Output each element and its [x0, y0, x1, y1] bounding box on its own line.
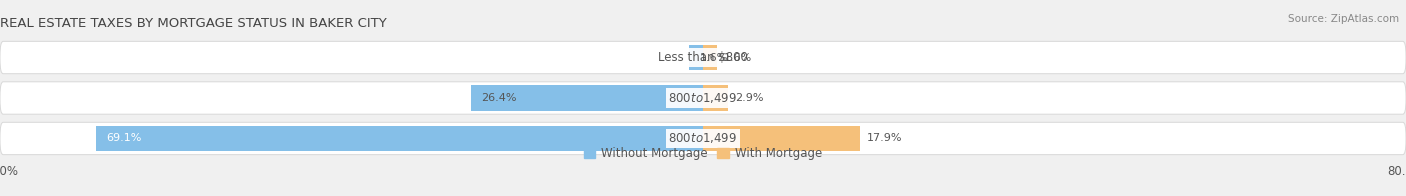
Bar — [703, 126, 860, 151]
Bar — [96, 126, 703, 151]
Text: 2.9%: 2.9% — [735, 93, 763, 103]
Bar — [689, 45, 703, 70]
Text: 69.1%: 69.1% — [107, 133, 142, 143]
FancyBboxPatch shape — [0, 122, 1406, 155]
Text: 17.9%: 17.9% — [868, 133, 903, 143]
FancyBboxPatch shape — [0, 41, 1406, 74]
Text: REAL ESTATE TAXES BY MORTGAGE STATUS IN BAKER CITY: REAL ESTATE TAXES BY MORTGAGE STATUS IN … — [0, 17, 387, 30]
Bar — [703, 85, 728, 111]
Text: Less than $800: Less than $800 — [658, 51, 748, 64]
FancyBboxPatch shape — [0, 82, 1406, 114]
Text: 26.4%: 26.4% — [481, 93, 517, 103]
Text: 1.6%: 1.6% — [700, 53, 728, 63]
Text: $800 to $1,499: $800 to $1,499 — [668, 132, 738, 145]
Bar — [703, 45, 717, 70]
Text: Source: ZipAtlas.com: Source: ZipAtlas.com — [1288, 14, 1399, 24]
Text: $800 to $1,499: $800 to $1,499 — [668, 91, 738, 105]
Bar — [471, 85, 703, 111]
Text: 1.6%: 1.6% — [724, 53, 752, 63]
Legend: Without Mortgage, With Mortgage: Without Mortgage, With Mortgage — [579, 142, 827, 165]
